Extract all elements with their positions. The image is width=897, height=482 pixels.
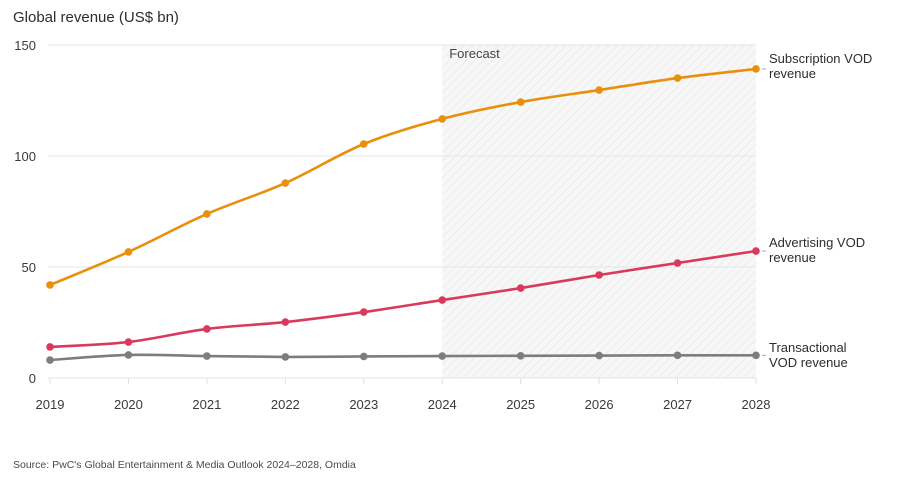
y-tick-label: 100	[14, 149, 36, 164]
data-point	[516, 284, 525, 292]
data-point	[124, 248, 133, 256]
data-point	[752, 351, 760, 360]
series-label: revenue	[769, 66, 816, 81]
series-label: Transactional	[769, 340, 847, 355]
data-point	[752, 247, 760, 255]
source-note: Source: PwC's Global Entertainment & Med…	[13, 459, 356, 471]
series-line	[49, 353, 757, 362]
series-label: Subscription VOD	[769, 51, 872, 66]
series-label: Advertising VOD	[769, 235, 865, 250]
data-point	[359, 140, 368, 148]
data-point	[516, 352, 525, 360]
data-point	[752, 65, 760, 73]
x-tick-label: 2019	[36, 397, 65, 412]
forecast-label: Forecast	[449, 46, 500, 61]
data-point	[595, 271, 603, 279]
x-tick-label: 2023	[349, 397, 378, 412]
data-point	[438, 296, 447, 304]
forecast-band	[442, 45, 756, 378]
data-point	[46, 356, 54, 364]
data-point	[359, 308, 368, 316]
x-tick-label: 2027	[663, 397, 692, 412]
data-point	[595, 86, 603, 94]
series-label: VOD revenue	[769, 355, 848, 370]
y-tick-label: 0	[29, 371, 36, 386]
series-line	[49, 249, 757, 349]
data-point	[281, 318, 290, 326]
data-point	[203, 352, 211, 360]
series-line	[49, 67, 757, 287]
x-tick-label: 2021	[192, 397, 221, 412]
data-point	[124, 338, 133, 346]
data-point	[281, 179, 290, 187]
data-point	[438, 115, 447, 123]
x-tick-label: 2028	[742, 397, 771, 412]
data-point	[516, 98, 525, 106]
x-tick-label: 2026	[585, 397, 614, 412]
data-point	[124, 351, 133, 359]
y-tick-label: 150	[14, 38, 36, 53]
data-point	[46, 281, 54, 289]
data-point	[673, 74, 682, 82]
x-tick-label: 2022	[271, 397, 300, 412]
data-point	[281, 353, 290, 361]
series-label: revenue	[769, 250, 816, 265]
chart-title: Global revenue (US$ bn)	[13, 9, 179, 26]
data-point	[46, 343, 54, 351]
data-point	[673, 351, 682, 360]
data-point	[438, 352, 447, 360]
data-point	[359, 352, 368, 361]
data-point	[203, 325, 211, 333]
y-tick-label: 50	[22, 260, 36, 275]
x-tick-label: 2025	[506, 397, 535, 412]
data-point	[203, 210, 211, 218]
x-tick-label: 2024	[428, 397, 457, 412]
data-point	[673, 259, 682, 267]
data-point	[595, 351, 603, 360]
x-tick-label: 2020	[114, 397, 143, 412]
